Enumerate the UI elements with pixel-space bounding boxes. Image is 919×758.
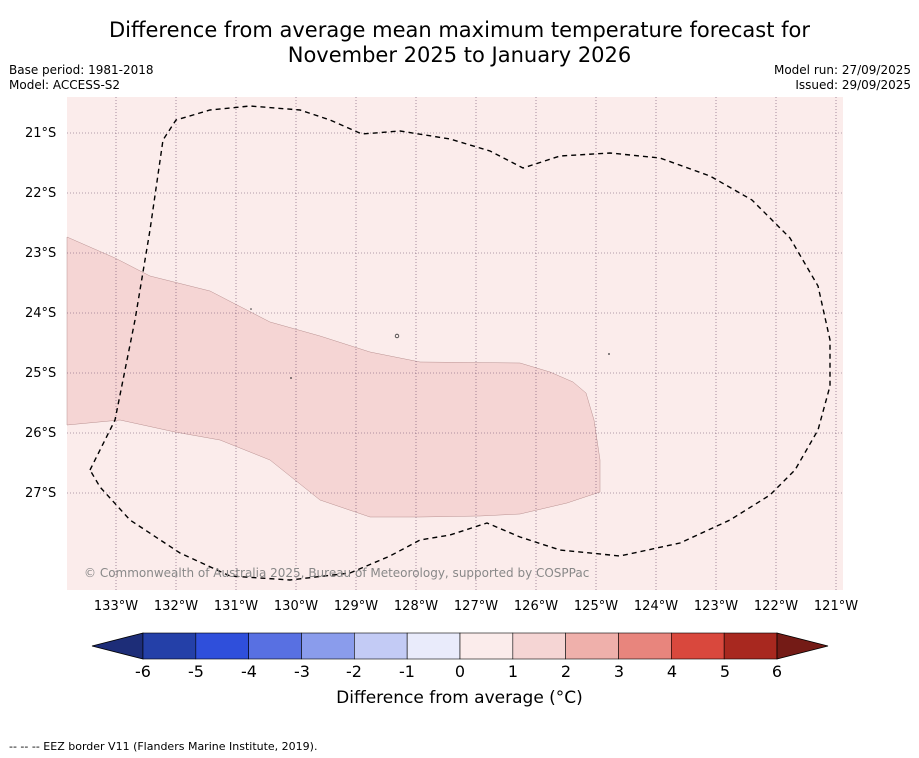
- island-marker: [608, 353, 610, 355]
- model-run: Model run: 27/09/2025: [773, 63, 911, 77]
- island-marker: [250, 308, 252, 310]
- colorbar-bin: [671, 632, 725, 660]
- eez-border: [89, 105, 831, 581]
- island-marker: [394, 333, 400, 339]
- colorbar-label: Difference from average (°C): [336, 688, 583, 708]
- colorbar-bin: [142, 632, 197, 660]
- colorbar-tick: -1: [399, 662, 415, 681]
- lat-label: 21°S: [25, 126, 57, 141]
- colorbar-bin: [195, 632, 249, 660]
- colorbar-bins: [142, 632, 778, 660]
- lon-label: 121°W: [813, 599, 859, 614]
- model-name: Model: ACCESS-S2: [9, 78, 121, 92]
- colorbar-tick: 2: [560, 662, 572, 681]
- lon-label: 131°W: [213, 599, 259, 614]
- lat-label: 23°S: [25, 246, 57, 261]
- colorbar-low-extend: [91, 632, 144, 660]
- colorbar-tick: -2: [346, 662, 362, 681]
- lon-label: 128°W: [393, 599, 439, 614]
- colorbar: [91, 632, 829, 660]
- colorbar-high-extend: [776, 632, 829, 660]
- lon-label: 127°W: [453, 599, 499, 614]
- small-islands: [250, 308, 610, 379]
- lon-label: 130°W: [273, 599, 319, 614]
- lat-label: 24°S: [25, 306, 57, 321]
- map-title-line2: November 2025 to January 2026: [287, 43, 632, 67]
- graticule: [67, 97, 843, 590]
- lat-label: 26°S: [25, 426, 57, 441]
- lon-label: 126°W: [513, 599, 559, 614]
- colorbar-bin: [301, 632, 355, 660]
- colorbar-tick: -5: [188, 662, 204, 681]
- colorbar-tick: 3: [613, 662, 625, 681]
- lat-label: 22°S: [25, 186, 57, 201]
- map-title: Difference from average mean maximum tem…: [0, 18, 919, 68]
- lon-label: 122°W: [753, 599, 799, 614]
- meta-left: Base period: 1981-2018 Model: ACCESS-S2: [9, 63, 154, 93]
- colorbar-tick: 6: [771, 662, 783, 681]
- colorbar-tick: -3: [294, 662, 310, 681]
- colorbar-bin: [512, 632, 566, 660]
- lat-label: 25°S: [25, 366, 57, 381]
- lon-label: 129°W: [333, 599, 379, 614]
- lon-label: 133°W: [93, 599, 139, 614]
- colorbar-bin: [565, 632, 619, 660]
- lat-label: 27°S: [25, 486, 57, 501]
- colorbar-tick: 1: [507, 662, 519, 681]
- lon-label: 124°W: [633, 599, 679, 614]
- colorbar-tick: -6: [135, 662, 151, 681]
- lon-label: 132°W: [153, 599, 199, 614]
- colorbar-bin: [406, 632, 461, 660]
- colorbar-bin: [723, 632, 778, 660]
- lon-label: 123°W: [693, 599, 739, 614]
- issued-date: Issued: 29/09/2025: [795, 78, 911, 92]
- island-marker: [290, 377, 292, 379]
- colorbar-tick: 0: [454, 662, 466, 681]
- lon-label: 125°W: [573, 599, 619, 614]
- forecast-map: [66, 97, 843, 590]
- colorbar-tick: 5: [719, 662, 731, 681]
- colorbar-tick: 4: [666, 662, 678, 681]
- colorbar-bin: [618, 632, 672, 660]
- base-period: Base period: 1981-2018: [9, 63, 154, 77]
- colorbar-tick: -4: [241, 662, 257, 681]
- colorbar-bin: [248, 632, 302, 660]
- anomaly-zone-1-to-2: [66, 236, 601, 518]
- colorbar-bin: [354, 632, 408, 660]
- copyright-notice: © Commonwealth of Australia 2025, Bureau…: [84, 566, 590, 580]
- map-title-line1: Difference from average mean maximum tem…: [109, 18, 810, 42]
- colorbar-bin: [459, 632, 514, 660]
- meta-right: Model run: 27/09/2025 Issued: 29/09/2025: [774, 63, 911, 93]
- eez-legend: -- -- -- EEZ border V11 (Flanders Marine…: [9, 740, 318, 753]
